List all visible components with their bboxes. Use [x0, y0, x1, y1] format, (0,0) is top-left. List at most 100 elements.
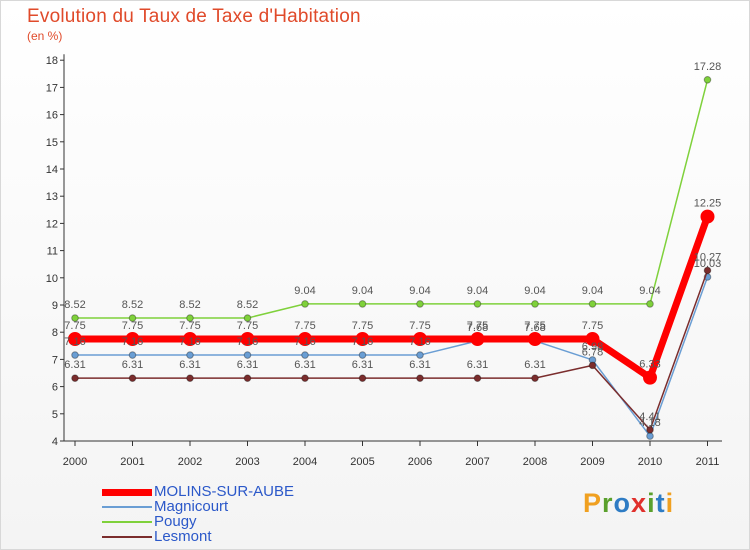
data-point — [128, 374, 137, 382]
chart-plot: 4 5 6 7 8 9 10 11 12 13 14 15 16 17 18 2000 2001 2002 2003… — [46, 54, 722, 468]
data-label: 8.52 — [179, 299, 200, 311]
data-label: 6.31 — [179, 359, 200, 371]
data-point — [703, 75, 712, 84]
data-label: 7.75 — [64, 320, 85, 332]
data-point — [358, 300, 367, 308]
data-label: 9.04 — [467, 285, 488, 297]
data-point — [646, 432, 654, 440]
data-point — [528, 332, 542, 346]
data-label: 7.16 — [352, 336, 373, 348]
y-tick-label: 8 — [52, 327, 58, 339]
logo-letter: t — [655, 488, 666, 518]
data-label: 7.16 — [409, 336, 430, 348]
data-point — [646, 300, 654, 308]
data-label: 7.75 — [467, 320, 488, 332]
data-point — [646, 426, 654, 434]
data-label: 7.75 — [582, 320, 603, 332]
logo-letter: i — [665, 488, 675, 518]
data-point — [700, 209, 715, 224]
data-label: 10.27 — [694, 251, 722, 263]
data-point — [470, 332, 485, 346]
x-tick-label: 2000 — [63, 456, 87, 468]
data-label: 7.75 — [122, 320, 143, 332]
data-point — [298, 332, 312, 346]
logo-letter: o — [613, 488, 632, 518]
data-point — [125, 332, 140, 346]
x-tick-label: 2007 — [465, 456, 489, 468]
y-tick-label: 12 — [46, 218, 58, 230]
data-point — [301, 374, 309, 382]
data-point — [243, 351, 252, 359]
data-label: 9.04 — [409, 285, 430, 297]
data-point — [585, 332, 600, 346]
proxiti-logo: Proxiti — [583, 488, 674, 519]
data-label: 7.75 — [409, 320, 430, 332]
data-label: 6.31 — [524, 359, 545, 371]
y-tick-label: 13 — [46, 191, 58, 203]
x-tick-label: 2006 — [408, 456, 432, 468]
legend-label: Pougy — [154, 513, 197, 530]
data-label: 7.75 — [294, 320, 315, 332]
data-point — [186, 314, 194, 322]
x-tick-label: 2002 — [178, 456, 202, 468]
y-tick-label: 9 — [52, 300, 58, 312]
data-point — [355, 332, 370, 346]
data-point — [413, 332, 427, 346]
unit-label: (en %) — [27, 29, 63, 43]
data-label: 7.68 — [467, 322, 488, 334]
series-line-lesmont — [75, 270, 709, 431]
data-point — [71, 374, 79, 382]
y-tick-label: 18 — [46, 55, 58, 67]
data-label: 6.31 — [64, 359, 85, 371]
data-label: 6.31 — [122, 359, 143, 371]
data-point — [128, 351, 137, 359]
x-tick-label: 2008 — [523, 456, 547, 468]
data-point — [71, 351, 79, 359]
data-point — [416, 300, 424, 308]
data-label: 6.33 — [639, 359, 660, 371]
data-label: 7.75 — [179, 320, 200, 332]
data-label: 10.03 — [694, 258, 722, 270]
data-point — [71, 314, 79, 322]
legend-swatch — [102, 536, 152, 538]
data-label: 9.04 — [582, 285, 603, 297]
data-label: 6.98 — [582, 341, 603, 353]
data-point — [358, 374, 367, 382]
data-label: 4.18 — [639, 417, 660, 429]
legend-swatch — [102, 521, 152, 523]
data-point — [588, 361, 597, 370]
x-tick-label: 2010 — [638, 456, 662, 468]
y-tick-label: 11 — [47, 246, 58, 258]
data-label: 8.52 — [64, 299, 85, 311]
data-point — [186, 351, 194, 359]
data-point — [243, 374, 252, 382]
x-tick-label: 2001 — [120, 456, 144, 468]
logo-letter: P — [583, 488, 603, 518]
data-point — [473, 374, 482, 382]
data-label: 7.16 — [179, 336, 200, 348]
data-label: 9.04 — [639, 285, 660, 297]
data-label: 7.68 — [524, 322, 545, 334]
data-point — [301, 300, 309, 308]
data-point — [240, 332, 255, 346]
y-tick-label: 16 — [46, 110, 58, 122]
legend-swatch — [102, 488, 152, 496]
logo-letter: i — [647, 488, 656, 518]
data-label: 6.31 — [409, 359, 430, 371]
data-point — [703, 266, 712, 275]
data-label: 4.41 — [639, 411, 660, 423]
data-point — [186, 374, 194, 382]
data-point — [588, 300, 597, 308]
data-label: 6.31 — [294, 359, 315, 371]
x-tick-label: 2004 — [293, 456, 317, 468]
data-label: 7.75 — [352, 320, 373, 332]
series-line-pougy — [75, 79, 709, 319]
data-point — [68, 332, 82, 346]
data-label: 7.16 — [64, 336, 85, 348]
data-point — [473, 300, 482, 308]
y-tick-label: 14 — [46, 164, 58, 176]
series-line-magnicourt — [75, 276, 709, 437]
data-point — [183, 332, 197, 346]
logo-letter: x — [631, 488, 648, 518]
